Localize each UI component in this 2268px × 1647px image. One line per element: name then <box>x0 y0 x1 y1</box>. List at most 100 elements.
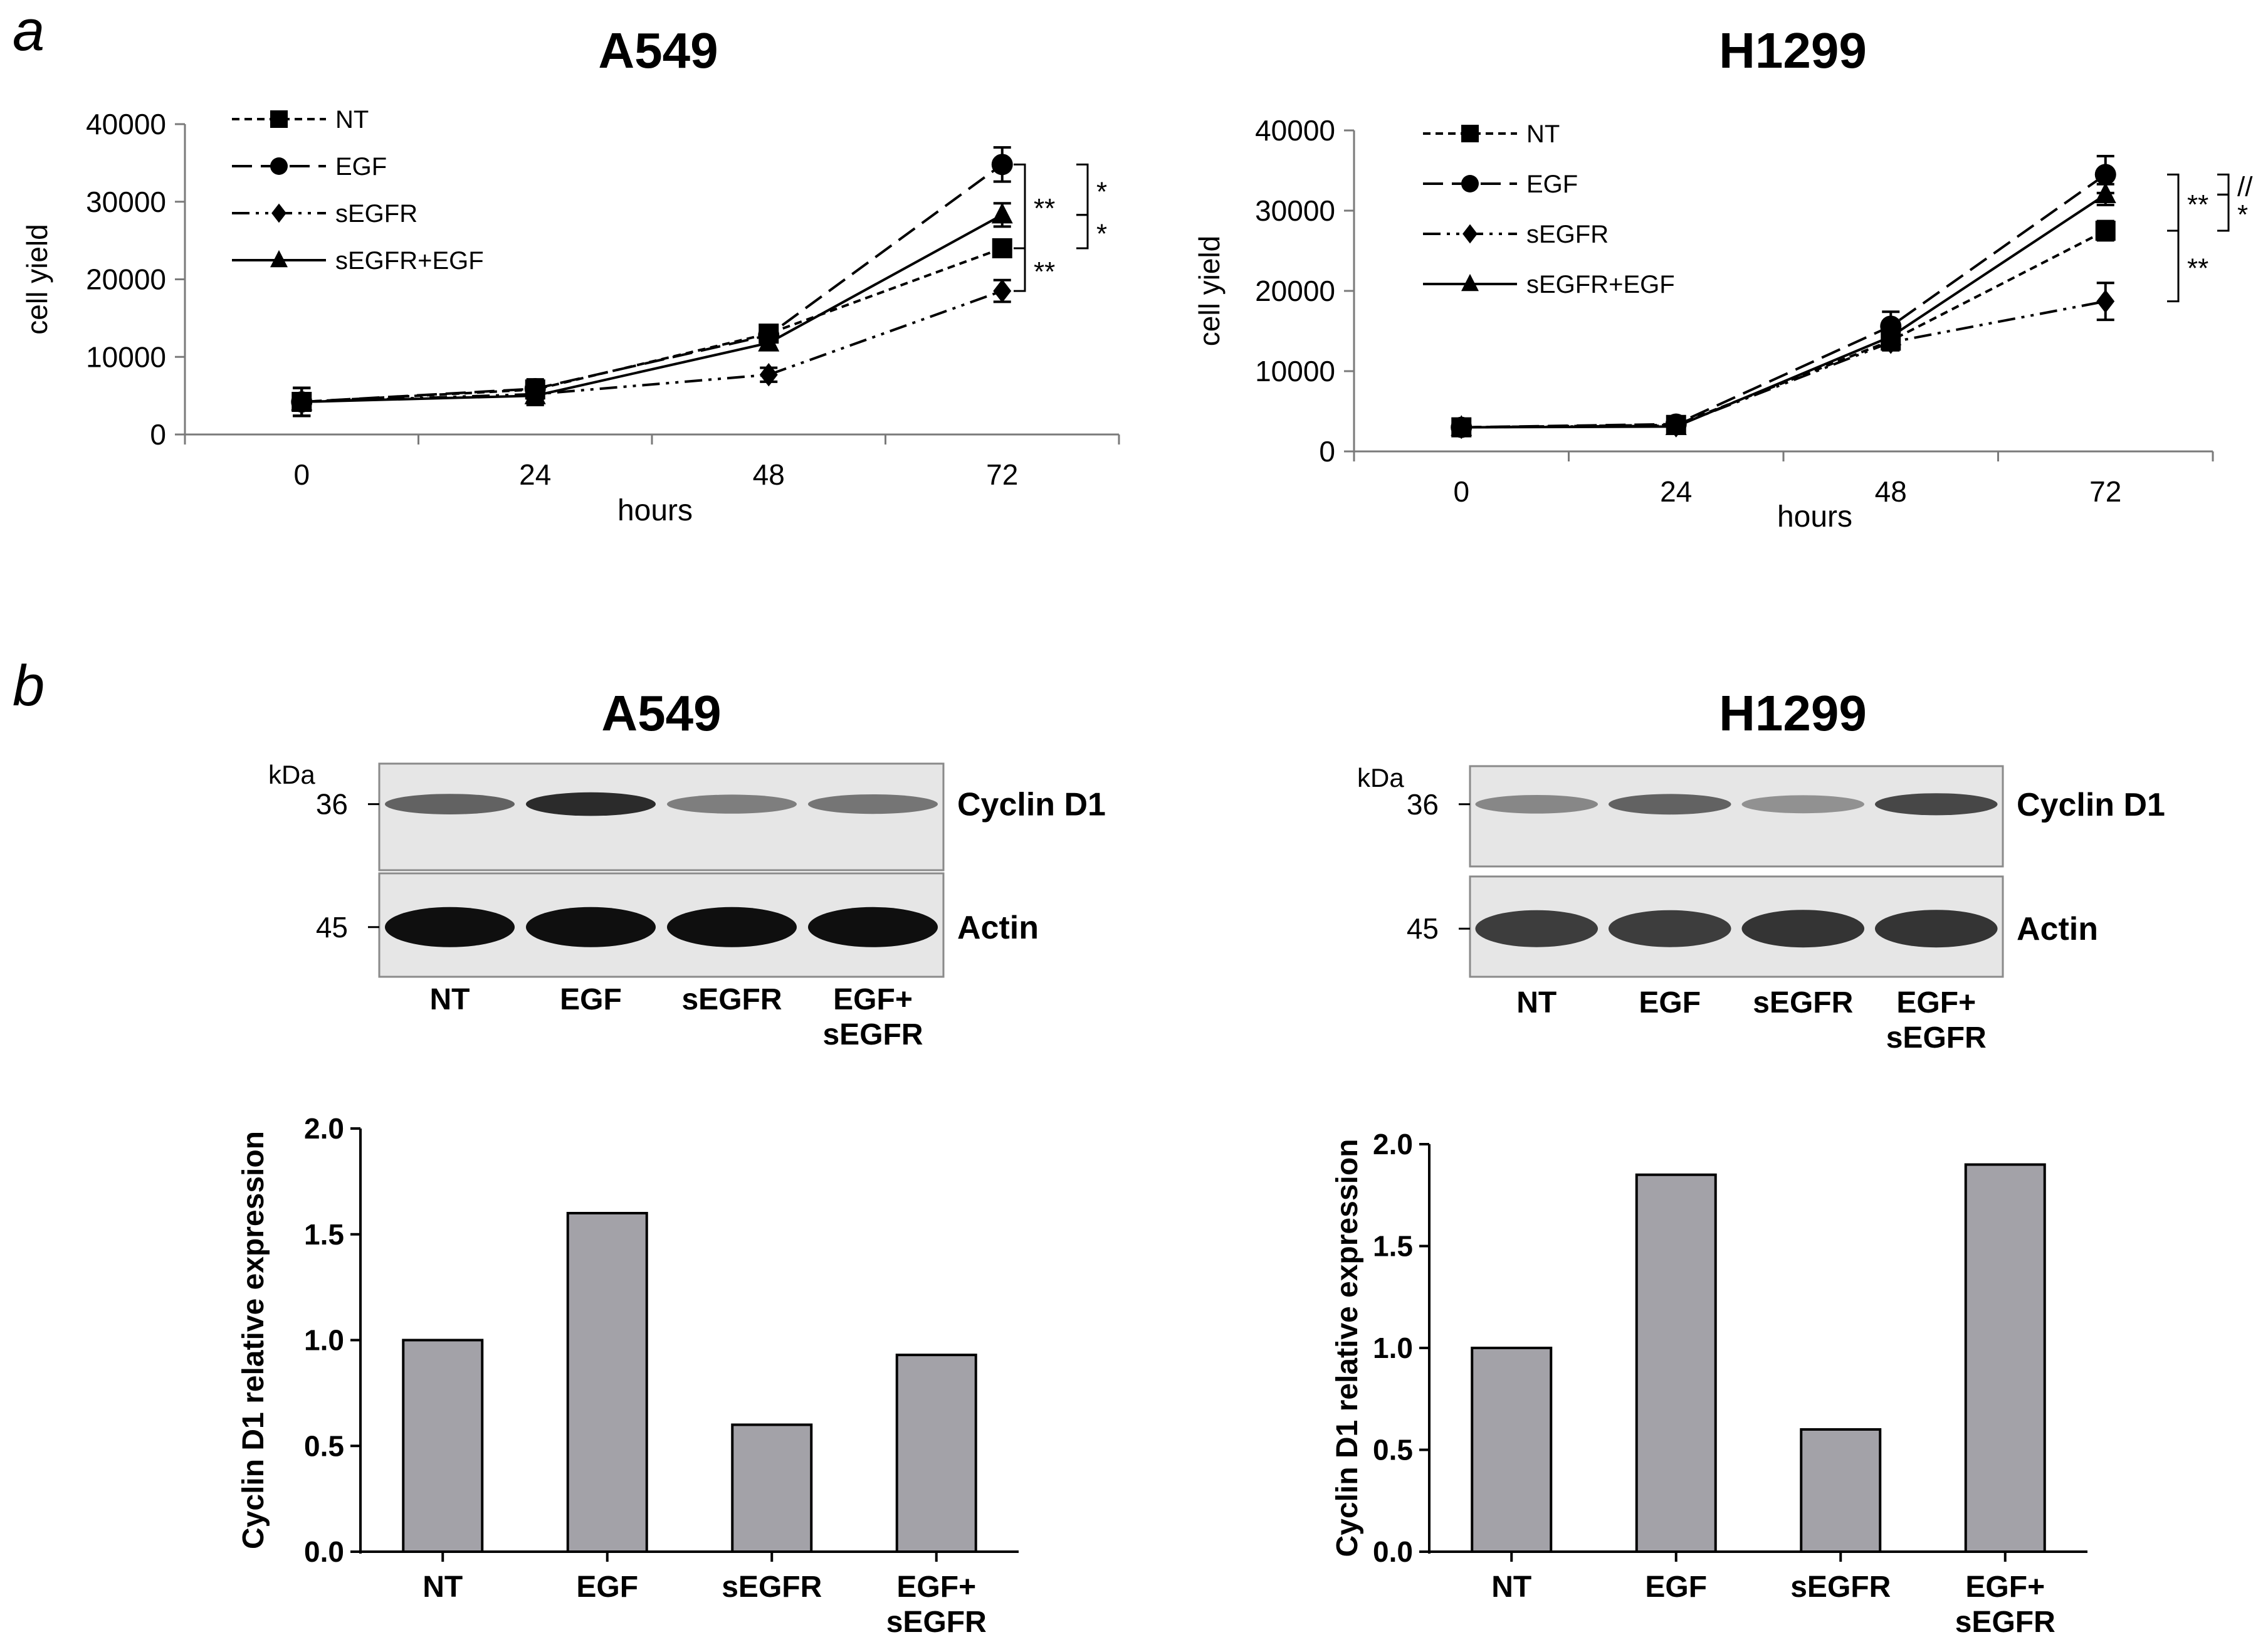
data-point <box>991 154 1013 176</box>
lane-label: EGF+ sEGFR <box>1886 986 1987 1055</box>
mw-marker: 36 <box>316 788 348 821</box>
blot-panel <box>378 762 945 871</box>
band-label: Actin <box>957 910 1039 946</box>
legend-label: NT <box>1526 120 1560 148</box>
band <box>526 792 656 816</box>
bar-chart-a549: 0.0 0.5 1.0 1.5 2.0 NT EGF sEGFR EGF+ sEGFR Cyclin… <box>237 1112 1019 1639</box>
band <box>808 907 938 947</box>
y-axis-label: Cyclin D1 relative expression <box>1331 1139 1364 1557</box>
significance-bracket <box>1014 247 1026 292</box>
series-segfr-egf <box>291 202 1013 418</box>
significance-label: * <box>1096 177 1107 208</box>
legend-label: EGF <box>1526 171 1578 198</box>
significance-bracket <box>1076 214 1089 250</box>
band <box>385 907 515 947</box>
data-point <box>291 389 313 411</box>
band <box>1609 794 1731 815</box>
blot-row-actin: 45 Actin <box>316 872 1039 978</box>
x-tick-label: NT <box>1491 1571 1531 1604</box>
data-point <box>1880 324 1902 345</box>
significance-label: ** <box>1034 256 1055 287</box>
band <box>1609 910 1731 947</box>
y-tick-label: 20000 <box>86 263 166 296</box>
mw-marker: 45 <box>1407 912 1439 945</box>
series-line <box>1461 193 2106 429</box>
x-axis-label: hours <box>617 494 693 527</box>
legend-marker <box>1461 273 1479 292</box>
band-label: Cyclin D1 <box>957 787 1106 823</box>
y-tick-label: 1.0 <box>1373 1332 1413 1364</box>
y-tick-label: 30000 <box>1255 194 1335 227</box>
bar-egf <box>566 1212 648 1553</box>
x-tick-label: sEGFR <box>722 1571 822 1604</box>
x-tick-label: NT <box>423 1571 463 1604</box>
significance-bracket <box>1076 163 1089 216</box>
significance-bracket <box>2167 229 2180 303</box>
panel-label-a: a <box>13 0 45 63</box>
lane-label: NT <box>1516 986 1557 1019</box>
y-tick-label: 1.5 <box>1373 1230 1413 1263</box>
data-point <box>2094 182 2116 203</box>
blot-row-cyclin-d1: 36 Cyclin D1 <box>1407 765 2165 868</box>
series-segfr-egf <box>1451 182 2116 436</box>
x-axis-label: hours <box>1777 500 1852 534</box>
y-tick-label: 2.0 <box>1373 1128 1413 1160</box>
mw-marker: 45 <box>316 911 348 944</box>
band <box>1875 793 1998 816</box>
bar-nt <box>402 1339 484 1553</box>
legend-marker <box>270 250 288 268</box>
y-tick-label: 10000 <box>1255 355 1335 387</box>
y-tick-label: 0 <box>1319 435 1335 468</box>
bar-chart-h1299: 0.0 0.5 1.0 1.5 2.0 NT EGF sEGFR EGF+ sEGFR Cyclin… <box>1331 1128 2087 1639</box>
lane-label: EGF <box>1639 986 1701 1019</box>
y-tick-label: 20000 <box>1255 275 1335 307</box>
lane-label: sEGFR <box>1753 986 1853 1019</box>
legend-label: NT <box>335 106 369 134</box>
y-tick-label: 30000 <box>86 186 166 218</box>
y-tick-label: 1.0 <box>304 1324 344 1357</box>
blot-panel <box>1469 765 2004 868</box>
legend-marker <box>1461 125 1479 142</box>
y-axis-label: cell yield <box>21 224 53 334</box>
legend-label: sEGFR+EGF <box>1526 271 1675 298</box>
x-tick-label: 24 <box>519 458 551 491</box>
significance-bracket <box>2217 193 2230 232</box>
data-point <box>758 330 780 352</box>
y-axis-label: Cyclin D1 relative expression <box>237 1131 270 1549</box>
bar-egf-segfr <box>895 1354 977 1553</box>
x-tick-label: EGF <box>1645 1571 1707 1604</box>
significance-label: // <box>2237 171 2253 202</box>
x-tick-label: 24 <box>1660 475 1692 508</box>
band-label: Actin <box>2017 911 2098 947</box>
x-tick-label: EGF+ sEGFR <box>1955 1571 2055 1639</box>
blot-title: H1299 <box>1719 685 1867 741</box>
data-point <box>992 238 1012 258</box>
band <box>667 794 797 814</box>
x-tick-label: 0 <box>1453 475 1469 508</box>
significance-bracket <box>2167 173 2180 232</box>
kda-label: kDa <box>1357 763 1404 792</box>
x-tick-label: 48 <box>1875 475 1907 508</box>
legend-label: EGF <box>335 153 387 181</box>
band <box>667 907 797 947</box>
legend-marker <box>1462 224 1478 244</box>
band <box>808 794 938 814</box>
data-point <box>2094 164 2116 186</box>
series-line <box>302 163 1003 404</box>
band <box>1875 910 1998 948</box>
data-point <box>1451 415 1473 436</box>
blot-title: A549 <box>601 685 721 741</box>
significance-label: ** <box>2187 189 2208 220</box>
x-tick-label: EGF+ sEGFR <box>886 1571 987 1639</box>
band <box>1741 795 1864 814</box>
legend-label: sEGFR+EGF <box>335 247 484 275</box>
series-line <box>1461 173 2106 429</box>
blot-row-actin: 45 Actin <box>1407 875 2098 978</box>
y-axis-label: cell yield <box>1193 236 1226 346</box>
bar-nt <box>1471 1347 1553 1553</box>
line-chart-a549: A549 0 10000 20000 30000 40000 0 24 48 72 hours cel… <box>21 23 1120 527</box>
band <box>1475 910 1598 947</box>
significance-label: ** <box>1034 193 1055 224</box>
